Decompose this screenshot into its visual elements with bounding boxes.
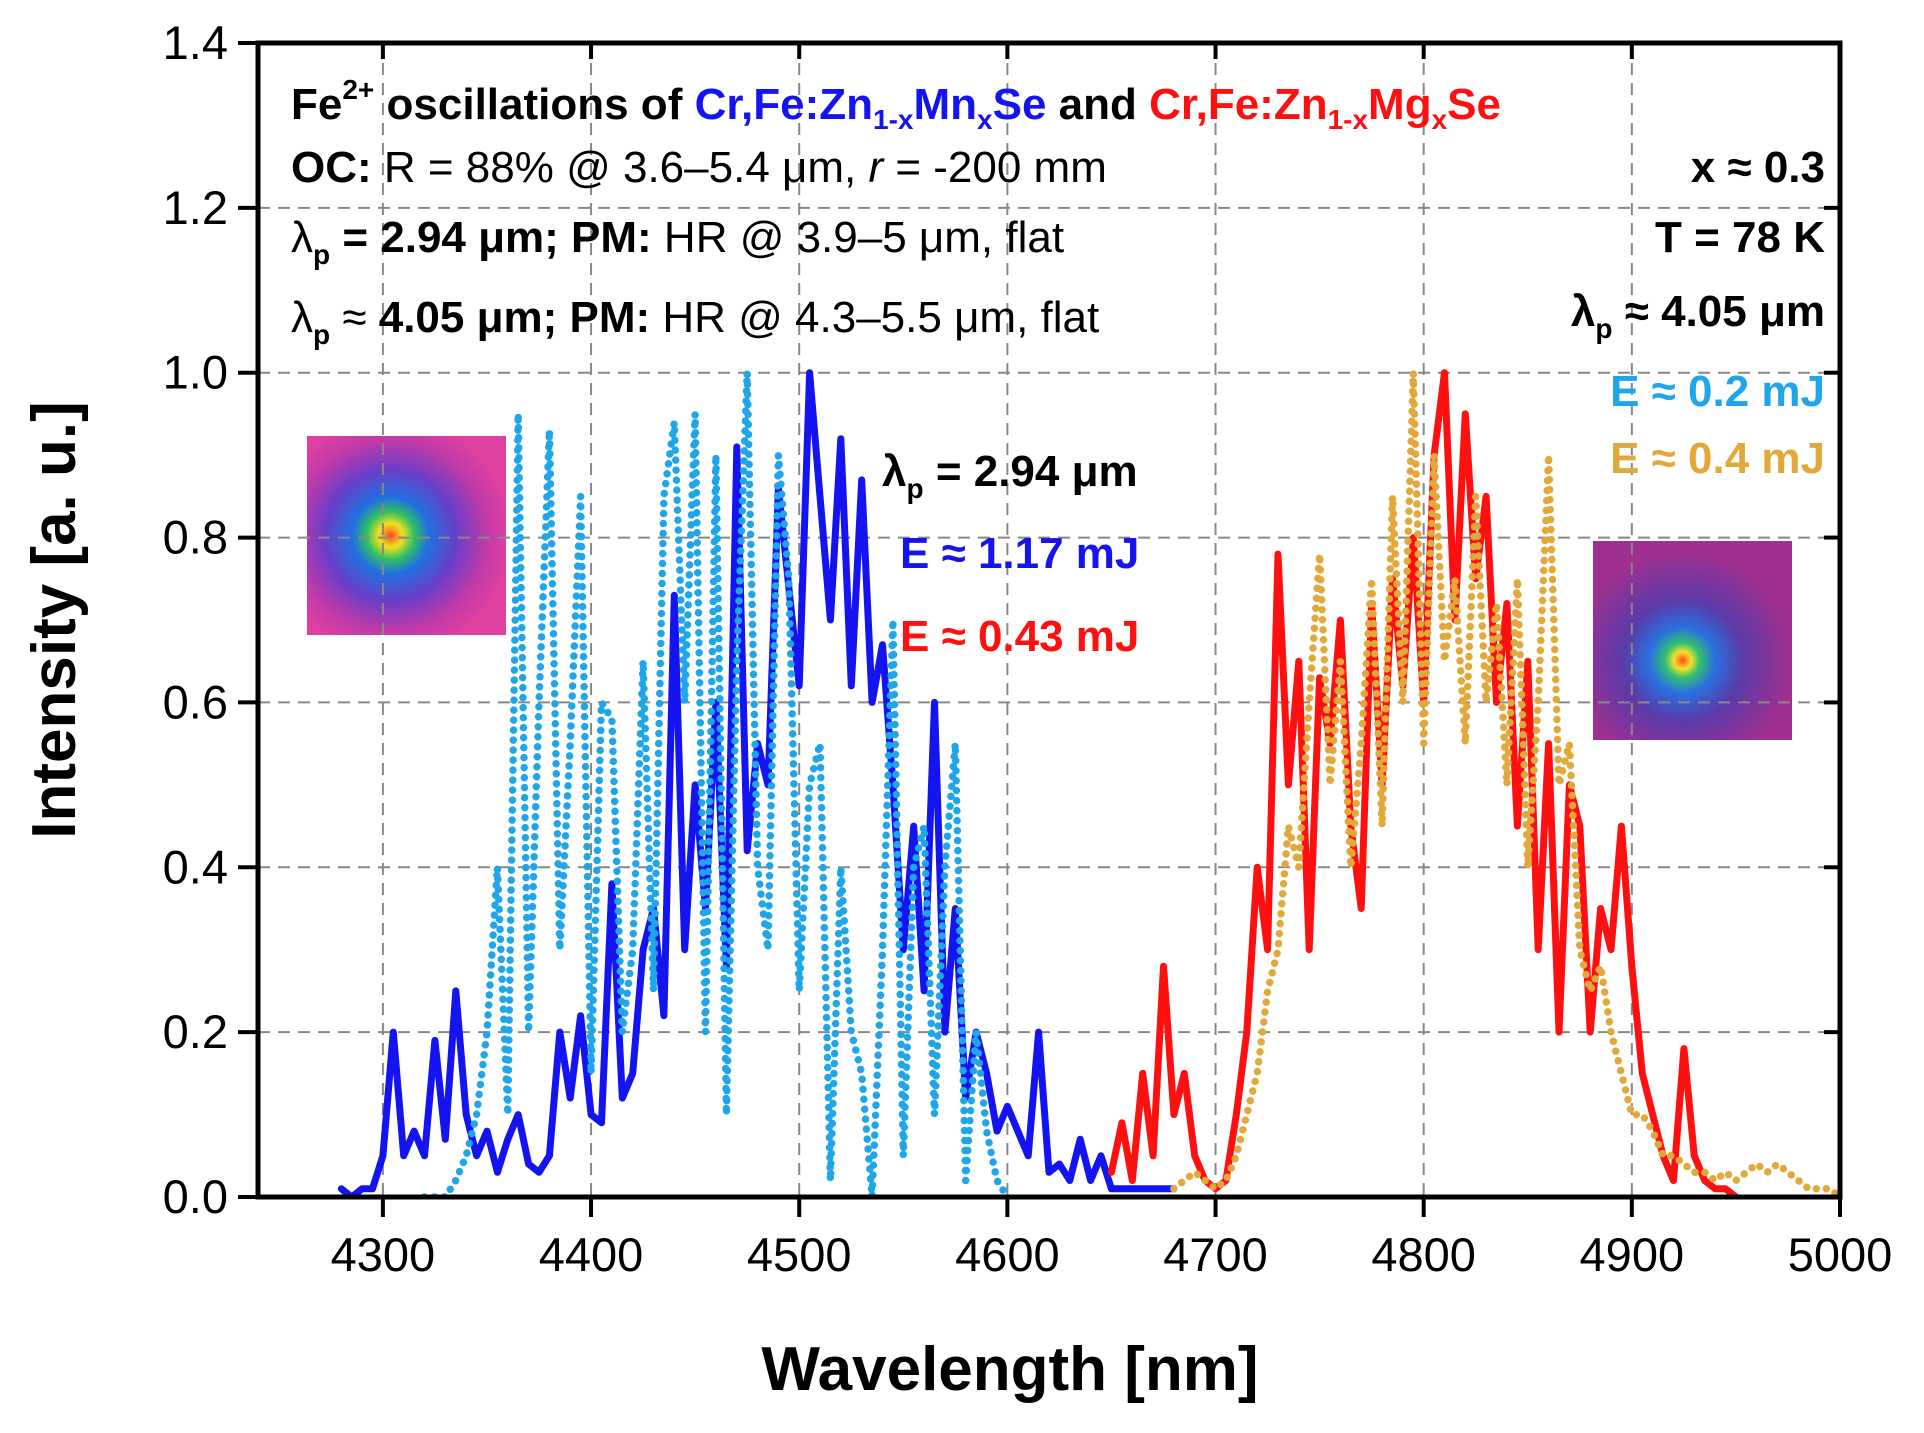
text: = 2.94 μm	[924, 447, 1138, 496]
y-tick-label: 0.2	[163, 1005, 228, 1058]
x-tick-label: 4800	[1371, 1228, 1476, 1281]
text: = 2.94 μm; PM:	[330, 213, 652, 262]
text: 4.05 μm; PM:	[379, 293, 650, 342]
lines	[337, 368, 1840, 1197]
subscript: p	[313, 319, 330, 350]
pump2-line: λp ≈ 4.05 μm; PM: HR @ 4.3–5.5 μm, flat	[291, 293, 1099, 350]
y-tick-label: 1.2	[163, 181, 228, 234]
text: oscillations of	[374, 80, 694, 129]
subscript: p	[906, 473, 923, 504]
composition: x ≈ 0.3	[1691, 143, 1825, 192]
subscript: p	[1595, 313, 1612, 344]
text: λ	[291, 293, 313, 342]
pump-right: λp ≈ 4.05 μm	[1571, 287, 1825, 344]
beam-profile-right	[1593, 541, 1792, 740]
text: = -200 mm	[883, 143, 1107, 192]
x-tick-label: 4900	[1580, 1228, 1685, 1281]
y-tick-label: 0.0	[163, 1170, 228, 1223]
subscript: x	[977, 104, 993, 135]
legend: E ≈ 1.17 mJ E ≈ 0.2 mJ E ≈ 0.43 mJ E ≈ 0.4 …	[900, 367, 1825, 661]
legend-label: E ≈ 1.17 mJ	[900, 529, 1139, 578]
text: r	[868, 143, 885, 192]
y-axis-label: Intensity [a. u.]	[20, 401, 89, 838]
header: Fe2+ oscillations of Cr,Fe:Zn1-xMnxSe an…	[291, 74, 1501, 135]
text: OC:	[291, 143, 372, 192]
text: Cr,Fe:Zn	[1149, 80, 1327, 129]
text: Se	[1447, 80, 1501, 129]
x-axis-label: Wavelength [nm]	[761, 1335, 1258, 1404]
text: Fe	[291, 80, 342, 129]
text: Mg	[1368, 80, 1432, 129]
text: ≈ 4.05 μm	[1612, 287, 1825, 336]
subscript: p	[313, 239, 330, 270]
x-tick-label: 4300	[331, 1228, 436, 1281]
pump-middle: λp = 2.94 μm	[882, 447, 1138, 504]
y-tick-label: 1.0	[163, 346, 228, 399]
text: HR @ 3.9–5 μm, flat	[652, 213, 1064, 262]
axes: 4300 4400 4500 4600 4700 4800 4900 5000 0.0 0.2 0.…	[163, 16, 1893, 1281]
text: HR @ 4.3–5.5 μm, flat	[650, 293, 1099, 342]
subscript: 1-x	[1328, 104, 1369, 135]
y-tick-label: 0.6	[163, 675, 228, 728]
temperature: T = 78 K	[1655, 213, 1825, 262]
text: Cr,Fe:Zn	[695, 80, 873, 129]
x-tick-label: 4400	[539, 1228, 644, 1281]
legend-label: E ≈ 0.2 mJ	[1610, 367, 1825, 416]
oc-line: OC: R = 88% @ 3.6–5.4 μm, r = -200 mm	[291, 143, 1107, 192]
series-line	[1170, 368, 1840, 1197]
text: R = 88% @ 3.6–5.4 μm,	[372, 143, 869, 192]
text: λ	[291, 213, 313, 262]
legend-label: E ≈ 0.43 mJ	[900, 612, 1139, 661]
text: Mn	[914, 80, 978, 129]
y-tick-label: 0.8	[163, 511, 228, 564]
x-tick-label: 4500	[747, 1228, 852, 1281]
text: and	[1046, 80, 1149, 129]
y-tick-label: 1.4	[163, 16, 228, 69]
plot-frame	[255, 40, 1843, 1200]
text: λ	[882, 447, 906, 496]
x-tick-label: 4700	[1163, 1228, 1268, 1281]
legend-label: E ≈ 0.4 mJ	[1610, 434, 1825, 483]
series-line	[420, 368, 1012, 1197]
x-tick-label: 4600	[955, 1228, 1060, 1281]
subscript: 1-x	[873, 104, 914, 135]
subscript: x	[1432, 104, 1448, 135]
pump1-line: λp = 2.94 μm; PM: HR @ 3.9–5 μm, flat	[291, 213, 1064, 270]
y-tick-label: 0.4	[163, 840, 228, 893]
text: λ	[1571, 287, 1595, 336]
beam-profile-left	[307, 436, 506, 635]
x-tick-label: 5000	[1788, 1228, 1893, 1281]
text: ≈	[330, 293, 379, 342]
superscript: 2+	[342, 74, 374, 105]
text: Se	[993, 80, 1047, 129]
